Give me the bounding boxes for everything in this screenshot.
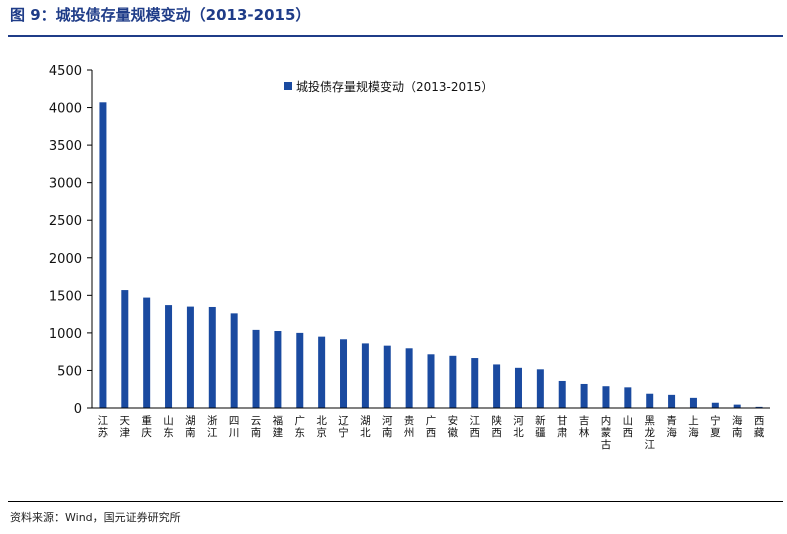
bar bbox=[493, 364, 501, 408]
x-category-label: 河南 bbox=[382, 415, 393, 439]
x-category-label: 黑龙江 bbox=[644, 415, 655, 451]
x-category-label: 四川 bbox=[229, 415, 240, 439]
bar bbox=[646, 393, 654, 408]
bar bbox=[558, 380, 566, 408]
x-category-label: 西藏 bbox=[754, 415, 765, 439]
y-tick-label: 4500 bbox=[49, 64, 82, 79]
bar bbox=[405, 348, 413, 408]
source-note: 资料来源：Wind，国元证券研究所 bbox=[10, 511, 181, 524]
x-category-label: 广西 bbox=[426, 415, 437, 439]
x-category-label: 上海 bbox=[688, 415, 699, 439]
bar bbox=[733, 404, 741, 408]
bar bbox=[711, 402, 719, 408]
x-category-label: 山西 bbox=[623, 415, 634, 439]
bar bbox=[99, 102, 107, 408]
y-tick-label: 1000 bbox=[49, 327, 82, 342]
bar bbox=[536, 369, 544, 408]
y-tick-label: 500 bbox=[57, 364, 82, 379]
x-category-label: 江西 bbox=[469, 415, 480, 439]
x-category-label: 陕西 bbox=[491, 414, 502, 439]
x-category-label: 贵州 bbox=[404, 414, 415, 439]
x-category-label: 广东 bbox=[295, 415, 306, 439]
bar bbox=[449, 355, 457, 408]
y-tick-label: 1500 bbox=[49, 289, 82, 304]
x-category-label: 北京 bbox=[316, 415, 327, 439]
bars bbox=[99, 102, 763, 408]
x-category-label: 湖北 bbox=[360, 415, 371, 439]
bar bbox=[602, 386, 610, 408]
x-category-label: 海南 bbox=[732, 414, 743, 439]
x-category-label: 吉林 bbox=[579, 415, 590, 439]
y-tick-label: 4000 bbox=[49, 102, 82, 117]
bar bbox=[165, 305, 173, 408]
bar bbox=[471, 358, 479, 408]
bar bbox=[143, 297, 151, 408]
x-category-label: 山东 bbox=[163, 415, 174, 439]
x-category-label: 安徽 bbox=[448, 414, 459, 439]
bar bbox=[689, 397, 697, 408]
legend-swatch bbox=[284, 82, 292, 90]
x-category-label: 江苏 bbox=[98, 415, 109, 439]
x-category-label: 湖南 bbox=[185, 415, 196, 439]
bar bbox=[668, 394, 676, 408]
x-category-label: 甘肃 bbox=[557, 414, 568, 439]
bar bbox=[208, 306, 216, 408]
y-tick-label: 3500 bbox=[49, 139, 82, 154]
bar bbox=[361, 343, 369, 408]
bar bbox=[252, 329, 260, 408]
bar bbox=[318, 336, 326, 408]
y-tick-label: 0 bbox=[74, 402, 82, 417]
bar bbox=[383, 345, 391, 408]
bar bbox=[340, 339, 348, 408]
y-tick-label: 3000 bbox=[49, 177, 82, 192]
x-category-label: 重庆 bbox=[141, 414, 152, 439]
x-category-label: 河北 bbox=[513, 415, 524, 439]
bar bbox=[121, 290, 129, 408]
bar bbox=[186, 306, 194, 408]
x-category-label: 内蒙古 bbox=[601, 414, 612, 451]
bar-chart: 0 500 1000 1500 2000 2500 3000 3500 4000 4500 江苏天… bbox=[49, 64, 770, 451]
x-axis: 江苏天津重庆山东湖南浙江四川云南福建广东北京辽宁湖北河南贵州广西安徽江西陕西河北… bbox=[92, 407, 770, 451]
bar bbox=[296, 332, 304, 408]
bar bbox=[274, 331, 282, 408]
x-category-label: 青海 bbox=[666, 414, 677, 439]
x-category-label: 辽宁 bbox=[338, 415, 349, 439]
y-axis: 0 500 1000 1500 2000 2500 3000 3500 4000 4500 bbox=[49, 64, 93, 417]
bar bbox=[580, 383, 588, 408]
bar bbox=[755, 406, 763, 408]
x-category-label: 宁夏 bbox=[710, 414, 721, 439]
legend: 城投债存量规模变动（2013-2015） bbox=[284, 79, 493, 94]
x-category-label: 天津 bbox=[120, 415, 131, 439]
legend-label: 城投债存量规模变动（2013-2015） bbox=[296, 79, 493, 94]
bar bbox=[514, 367, 522, 408]
bar bbox=[427, 354, 435, 408]
source-divider bbox=[8, 501, 783, 502]
x-category-label: 云南 bbox=[251, 415, 262, 439]
x-category-label: 福建 bbox=[273, 414, 284, 439]
figure-title: 图 9：城投债存量规模变动（2013-2015） bbox=[10, 6, 311, 24]
y-tick-label: 2500 bbox=[49, 214, 82, 229]
bar bbox=[230, 313, 238, 408]
y-tick-label: 2000 bbox=[49, 252, 82, 267]
x-category-label: 浙江 bbox=[207, 415, 218, 439]
title-divider bbox=[8, 35, 783, 37]
bar bbox=[624, 387, 632, 408]
x-category-label: 新疆 bbox=[535, 414, 546, 439]
